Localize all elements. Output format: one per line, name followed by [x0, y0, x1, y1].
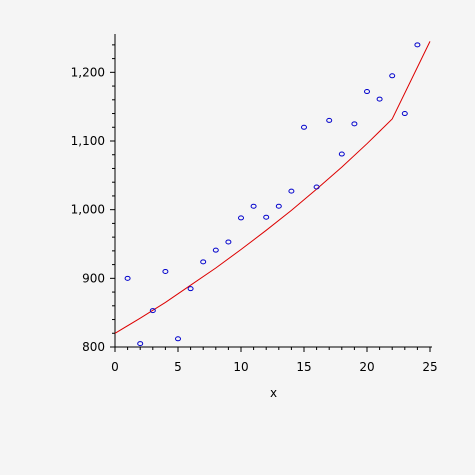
- y-tick-label: 1,000: [71, 203, 105, 217]
- data-point: [376, 96, 383, 102]
- y-tick-label: 800: [82, 340, 105, 354]
- data-point: [225, 239, 232, 245]
- data-point: [389, 73, 396, 79]
- data-point: [326, 117, 333, 123]
- x-tick-label: 15: [296, 360, 311, 374]
- x-tick-label: 20: [359, 360, 374, 374]
- data-point: [414, 42, 421, 48]
- data-point: [351, 121, 358, 127]
- x-tick-label: 10: [233, 360, 248, 374]
- data-point: [288, 188, 295, 194]
- data-point: [401, 111, 408, 117]
- fit-curve: [114, 41, 431, 334]
- data-point: [338, 151, 345, 157]
- x-tick-label: 25: [422, 360, 437, 374]
- data-point: [301, 124, 307, 130]
- fit-layer: [114, 41, 431, 334]
- data-point: [124, 275, 131, 281]
- y-tick-label: 1,200: [71, 65, 105, 79]
- data-point: [313, 184, 320, 190]
- y-tick-label: 1,100: [71, 134, 105, 148]
- data-point: [364, 89, 370, 95]
- data-point: [212, 247, 219, 253]
- data-point: [238, 215, 244, 221]
- x-axis-title: x: [270, 386, 277, 400]
- points-layer: [124, 42, 421, 347]
- data-point: [137, 341, 144, 347]
- data-point: [200, 259, 207, 265]
- x-tick-label: 0: [111, 360, 119, 374]
- labels-layer: 0 5 10 15 20 25 800 900 1,000 1,100 1,200 x: [71, 65, 438, 400]
- data-point: [162, 268, 169, 274]
- data-point: [250, 203, 257, 209]
- x-tick-label: 5: [174, 360, 182, 374]
- data-point: [263, 214, 270, 220]
- axes: [110, 34, 432, 352]
- data-point: [187, 286, 194, 292]
- y-tick-label: 900: [82, 271, 105, 285]
- data-point: [175, 336, 181, 342]
- data-point: [149, 308, 156, 314]
- data-point: [275, 203, 282, 209]
